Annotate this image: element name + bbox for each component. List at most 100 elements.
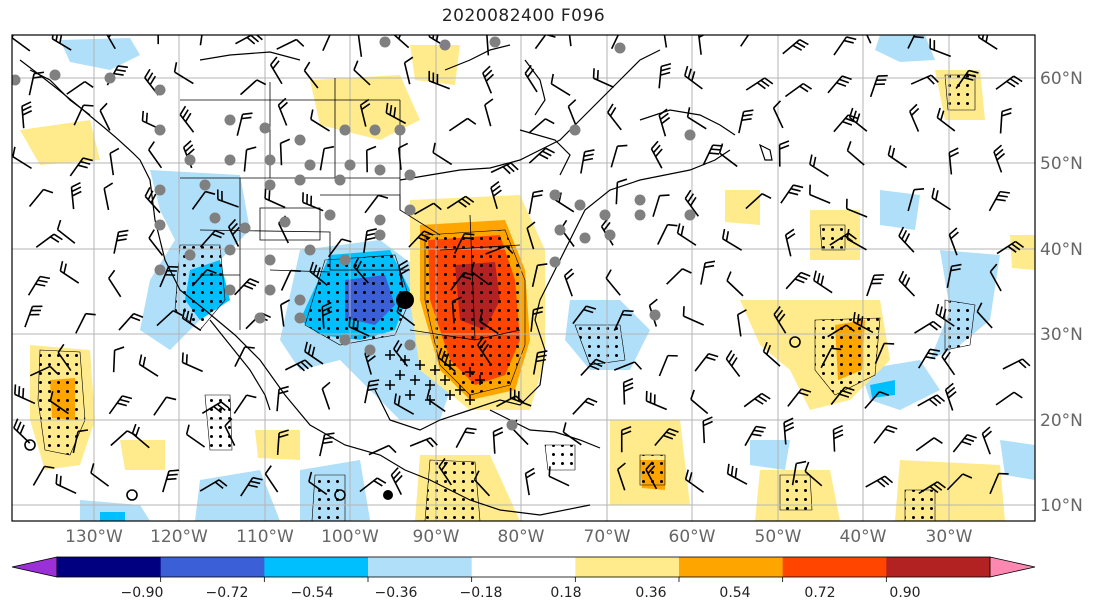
- colorbar-bin: [368, 557, 473, 577]
- open-circle-marker: [334, 489, 346, 501]
- wind-barb: [131, 423, 150, 449]
- wind-barb: [702, 416, 713, 444]
- wind-barb: [616, 462, 626, 491]
- wind-barb: [309, 261, 328, 286]
- wind-barb: [72, 429, 89, 454]
- wind-barb: [470, 261, 490, 286]
- wind-barb: [269, 56, 283, 85]
- wind-barb: [809, 184, 831, 204]
- wind-barb: [833, 36, 857, 56]
- colorbar-tick-label: −0.90: [121, 585, 164, 601]
- grey-marker: [614, 42, 626, 54]
- wind-barb: [490, 162, 519, 175]
- wind-barb: [952, 434, 977, 453]
- wind-barb: [568, 35, 572, 47]
- wind-barb: [398, 259, 410, 288]
- wind-barb: [993, 144, 1006, 173]
- wind-barb: [348, 316, 370, 337]
- grey-marker: [374, 229, 386, 241]
- wind-barb: [898, 270, 916, 297]
- grey-marker: [154, 184, 166, 196]
- wind-barb: [580, 149, 595, 174]
- grey-marker: [634, 194, 646, 206]
- wind-barb: [409, 437, 438, 448]
- wind-barb: [804, 461, 823, 487]
- wind-barb: [658, 62, 672, 89]
- wind-barb: [907, 188, 925, 212]
- wind-barb: [918, 481, 946, 495]
- wind-barb: [181, 352, 203, 373]
- grey-marker: [579, 232, 591, 244]
- open-circle-marker: [789, 336, 801, 348]
- wind-barb: [199, 479, 228, 492]
- wind-barb: [59, 261, 80, 284]
- wind-barb: [645, 461, 658, 490]
- colorbar-outline: [56, 556, 991, 578]
- wind-barb: [90, 463, 110, 487]
- wind-barb: [532, 350, 548, 375]
- wind-barb: [702, 144, 723, 166]
- wind-barb: [955, 69, 979, 89]
- wind-barb: [159, 265, 179, 288]
- wind-barb: [866, 274, 885, 297]
- wind-barb: [240, 476, 263, 497]
- grey-marker: [264, 254, 276, 266]
- lat-label: 50°N: [1040, 154, 1083, 174]
- grey-marker: [339, 124, 351, 136]
- lon-label: 60°W: [669, 527, 716, 547]
- grey-marker: [294, 134, 306, 146]
- wind-barb: [397, 142, 409, 170]
- wind-barb: [562, 422, 582, 446]
- wind-barb: [179, 105, 195, 133]
- grey-marker: [604, 229, 616, 241]
- grey-marker: [684, 209, 696, 221]
- wind-barb: [783, 417, 795, 445]
- wind-barb: [321, 301, 333, 329]
- wind-barb: [846, 141, 865, 166]
- grey-marker: [154, 84, 166, 96]
- wind-barb: [393, 393, 415, 415]
- grey-marker: [304, 159, 316, 171]
- grey-marker: [634, 209, 646, 221]
- wind-barb: [694, 352, 719, 372]
- open-circle-marker: [24, 439, 36, 451]
- wind-barb: [995, 75, 1023, 90]
- colorbar-bin: [886, 557, 991, 577]
- grey-marker: [404, 169, 416, 181]
- grey-marker: [264, 179, 276, 191]
- wind-barb: [446, 195, 475, 210]
- wind-barb: [490, 181, 502, 210]
- wind-barb: [385, 102, 407, 125]
- wind-barb: [976, 302, 993, 329]
- wind-barb: [833, 114, 858, 133]
- wind-barb: [29, 365, 58, 377]
- wind-barb: [327, 238, 352, 258]
- wind-barb: [848, 107, 868, 132]
- wind-barb: [279, 138, 291, 166]
- lon-label: 110°W: [236, 527, 294, 547]
- wind-barb: [304, 341, 324, 365]
- wind-barb: [785, 271, 811, 290]
- wind-barb: [173, 62, 194, 85]
- grey-marker: [224, 284, 236, 296]
- wind-barb: [935, 303, 955, 327]
- wind-barb: [946, 473, 973, 491]
- wind-barb: [234, 278, 260, 296]
- wind-barb: [368, 444, 397, 456]
- wind-barb: [148, 141, 163, 169]
- lon-label: 120°W: [150, 527, 208, 547]
- grey-marker: [404, 339, 416, 351]
- wind-barb: [721, 228, 743, 251]
- grey-marker: [154, 264, 166, 276]
- wind-barb: [820, 347, 842, 369]
- lat-label: 30°N: [1040, 325, 1083, 345]
- grey-marker: [184, 249, 196, 261]
- wind-barb: [492, 426, 504, 454]
- wind-barb: [353, 257, 369, 284]
- wind-barb: [784, 82, 813, 98]
- grey-marker: [264, 154, 276, 166]
- wind-barb: [620, 425, 632, 453]
- grey-marker: [549, 189, 561, 201]
- wind-barb: [181, 308, 202, 332]
- wind-barb: [745, 77, 774, 91]
